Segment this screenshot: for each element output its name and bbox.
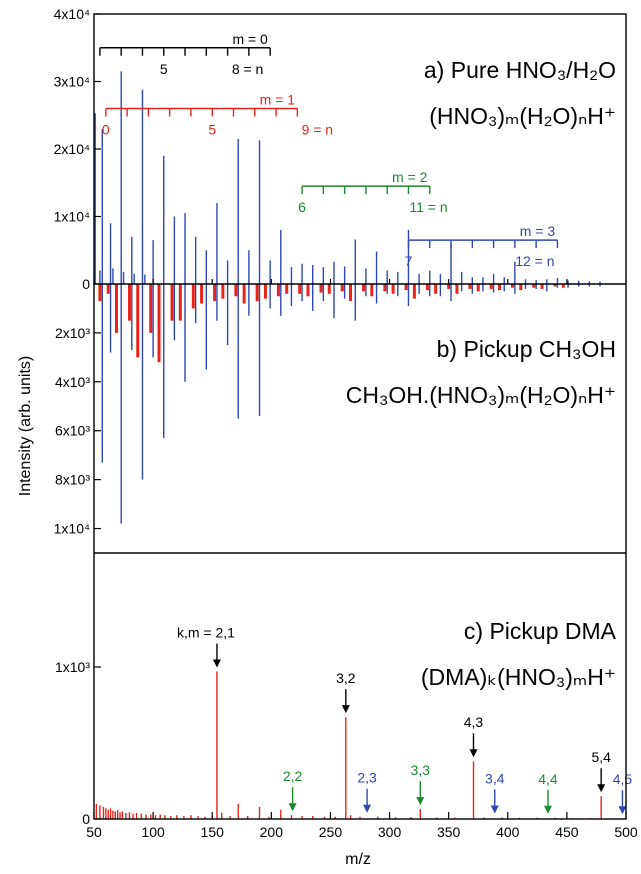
- peak-arrow-head: [469, 749, 478, 758]
- cluster-m-label: m = 3: [520, 223, 556, 239]
- peak-assignment-label: 3,4: [485, 770, 505, 786]
- y-tick-label: 0: [82, 276, 90, 292]
- panel-formula: (DMA)ₖ(HNO₃)ₘH⁺: [421, 664, 616, 690]
- peak-assignment-label: 2,2: [283, 768, 303, 784]
- plot-border: [93, 13, 627, 820]
- peak-arrow-head: [212, 659, 221, 668]
- cluster-n-label: 12 = n: [515, 253, 554, 269]
- peak-assignment-label: k,m = 2,1: [177, 625, 235, 641]
- x-tick-label: 50: [86, 824, 102, 840]
- x-tick-label: 100: [141, 824, 165, 840]
- y-tick-label: 4x10⁴: [54, 6, 90, 22]
- panel-formula: (HNO₃)ₘ(H₂O)ₙH⁺: [429, 103, 616, 129]
- y-tick-label: 1x10⁴: [54, 521, 90, 537]
- panel-title: a) Pure HNO₃/H₂O: [424, 57, 616, 83]
- x-axis: 50 100 150 200 250 300 350 400 450 500: [86, 279, 638, 840]
- peak-assignment-label: 3,3: [411, 762, 431, 778]
- y-tick-label: 3x10⁴: [54, 74, 90, 90]
- peak-arrow-head: [416, 797, 425, 806]
- peak-arrow-head: [618, 806, 627, 815]
- cluster-m-label: m = 1: [260, 92, 296, 108]
- peak-assignment-label: 4,5: [613, 771, 633, 787]
- y-axis-title: Intensity (arb. units): [17, 356, 34, 497]
- y-tick-label: 6x10³: [55, 423, 90, 439]
- panel-title: c) Pickup DMA: [464, 618, 617, 644]
- y-tick-label: 8x10³: [55, 472, 90, 488]
- cluster-n-label: 5: [208, 122, 216, 138]
- panel-title: b) Pickup CH₃OH: [437, 336, 616, 362]
- peak-arrow-head: [288, 803, 297, 812]
- x-tick-label: 200: [260, 824, 284, 840]
- x-tick-label: 250: [319, 824, 343, 840]
- x-tick-label: 450: [555, 824, 579, 840]
- peak-assignment-label: 3,2: [336, 670, 356, 686]
- y-tick-label: 2x10⁴: [54, 141, 90, 157]
- y-tick-label: 0: [82, 811, 90, 827]
- peak-arrow-head: [543, 805, 552, 814]
- peak-arrow-head: [597, 784, 606, 793]
- cluster-n-label: 6: [298, 199, 306, 215]
- peak-assignment-label: 4,4: [538, 771, 558, 787]
- x-tick-label: 350: [437, 824, 461, 840]
- cluster-n-label: 8 = n: [232, 61, 264, 77]
- panel-b-pickup-ch3oh: 2x10³ 4x10³ 6x10³ 8x10³ 1x10⁴ b) Pickup CH₃OH…: [54, 284, 616, 537]
- y-tick-label: 1x10³: [55, 659, 90, 675]
- panel-c-pickup-dma: 0 1x10³ c) Pickup DMA (DMA)ₖ(HNO₃)ₘH⁺ k,m = …: [55, 618, 632, 827]
- x-tick-label: 400: [496, 824, 520, 840]
- cluster-n-label: 5: [160, 61, 168, 77]
- cluster-n-label: 7: [405, 253, 413, 269]
- plot-frame: [93, 13, 627, 820]
- cluster-m-label: m = 2: [392, 169, 428, 185]
- x-tick-label: 500: [614, 824, 638, 840]
- y-tick-label: 4x10³: [55, 374, 90, 390]
- peak-arrow-head: [341, 705, 350, 714]
- cluster-n-label: 0: [102, 122, 110, 138]
- cluster-n-label: 11 = n: [409, 199, 447, 215]
- peak-arrow-head: [490, 805, 499, 814]
- x-axis-title: m/z: [345, 851, 371, 868]
- cluster-n-label: 9 = n: [302, 122, 334, 138]
- panel-formula: CH₃OH.(HNO₃)ₘ(H₂O)ₙH⁺: [346, 382, 616, 408]
- cluster-m-label: m = 0: [232, 31, 268, 47]
- y-tick-label: 2x10³: [55, 325, 90, 341]
- peak-arrow-head: [363, 804, 372, 813]
- peak-assignment-label: 4,3: [464, 714, 484, 730]
- peak-assignment-label: 5,4: [591, 749, 611, 765]
- peak-assignment-label: 2,3: [357, 770, 377, 786]
- panel-a-pure-hno3-h2o: 0 1x10⁴ 2x10⁴ 3x10⁴ 4x10⁴ a) Pure HNO₃/H₂O (HN…: [54, 6, 616, 292]
- x-tick-label: 150: [201, 824, 225, 840]
- y-tick-label: 1x10⁴: [54, 209, 90, 225]
- x-tick-label: 300: [378, 824, 402, 840]
